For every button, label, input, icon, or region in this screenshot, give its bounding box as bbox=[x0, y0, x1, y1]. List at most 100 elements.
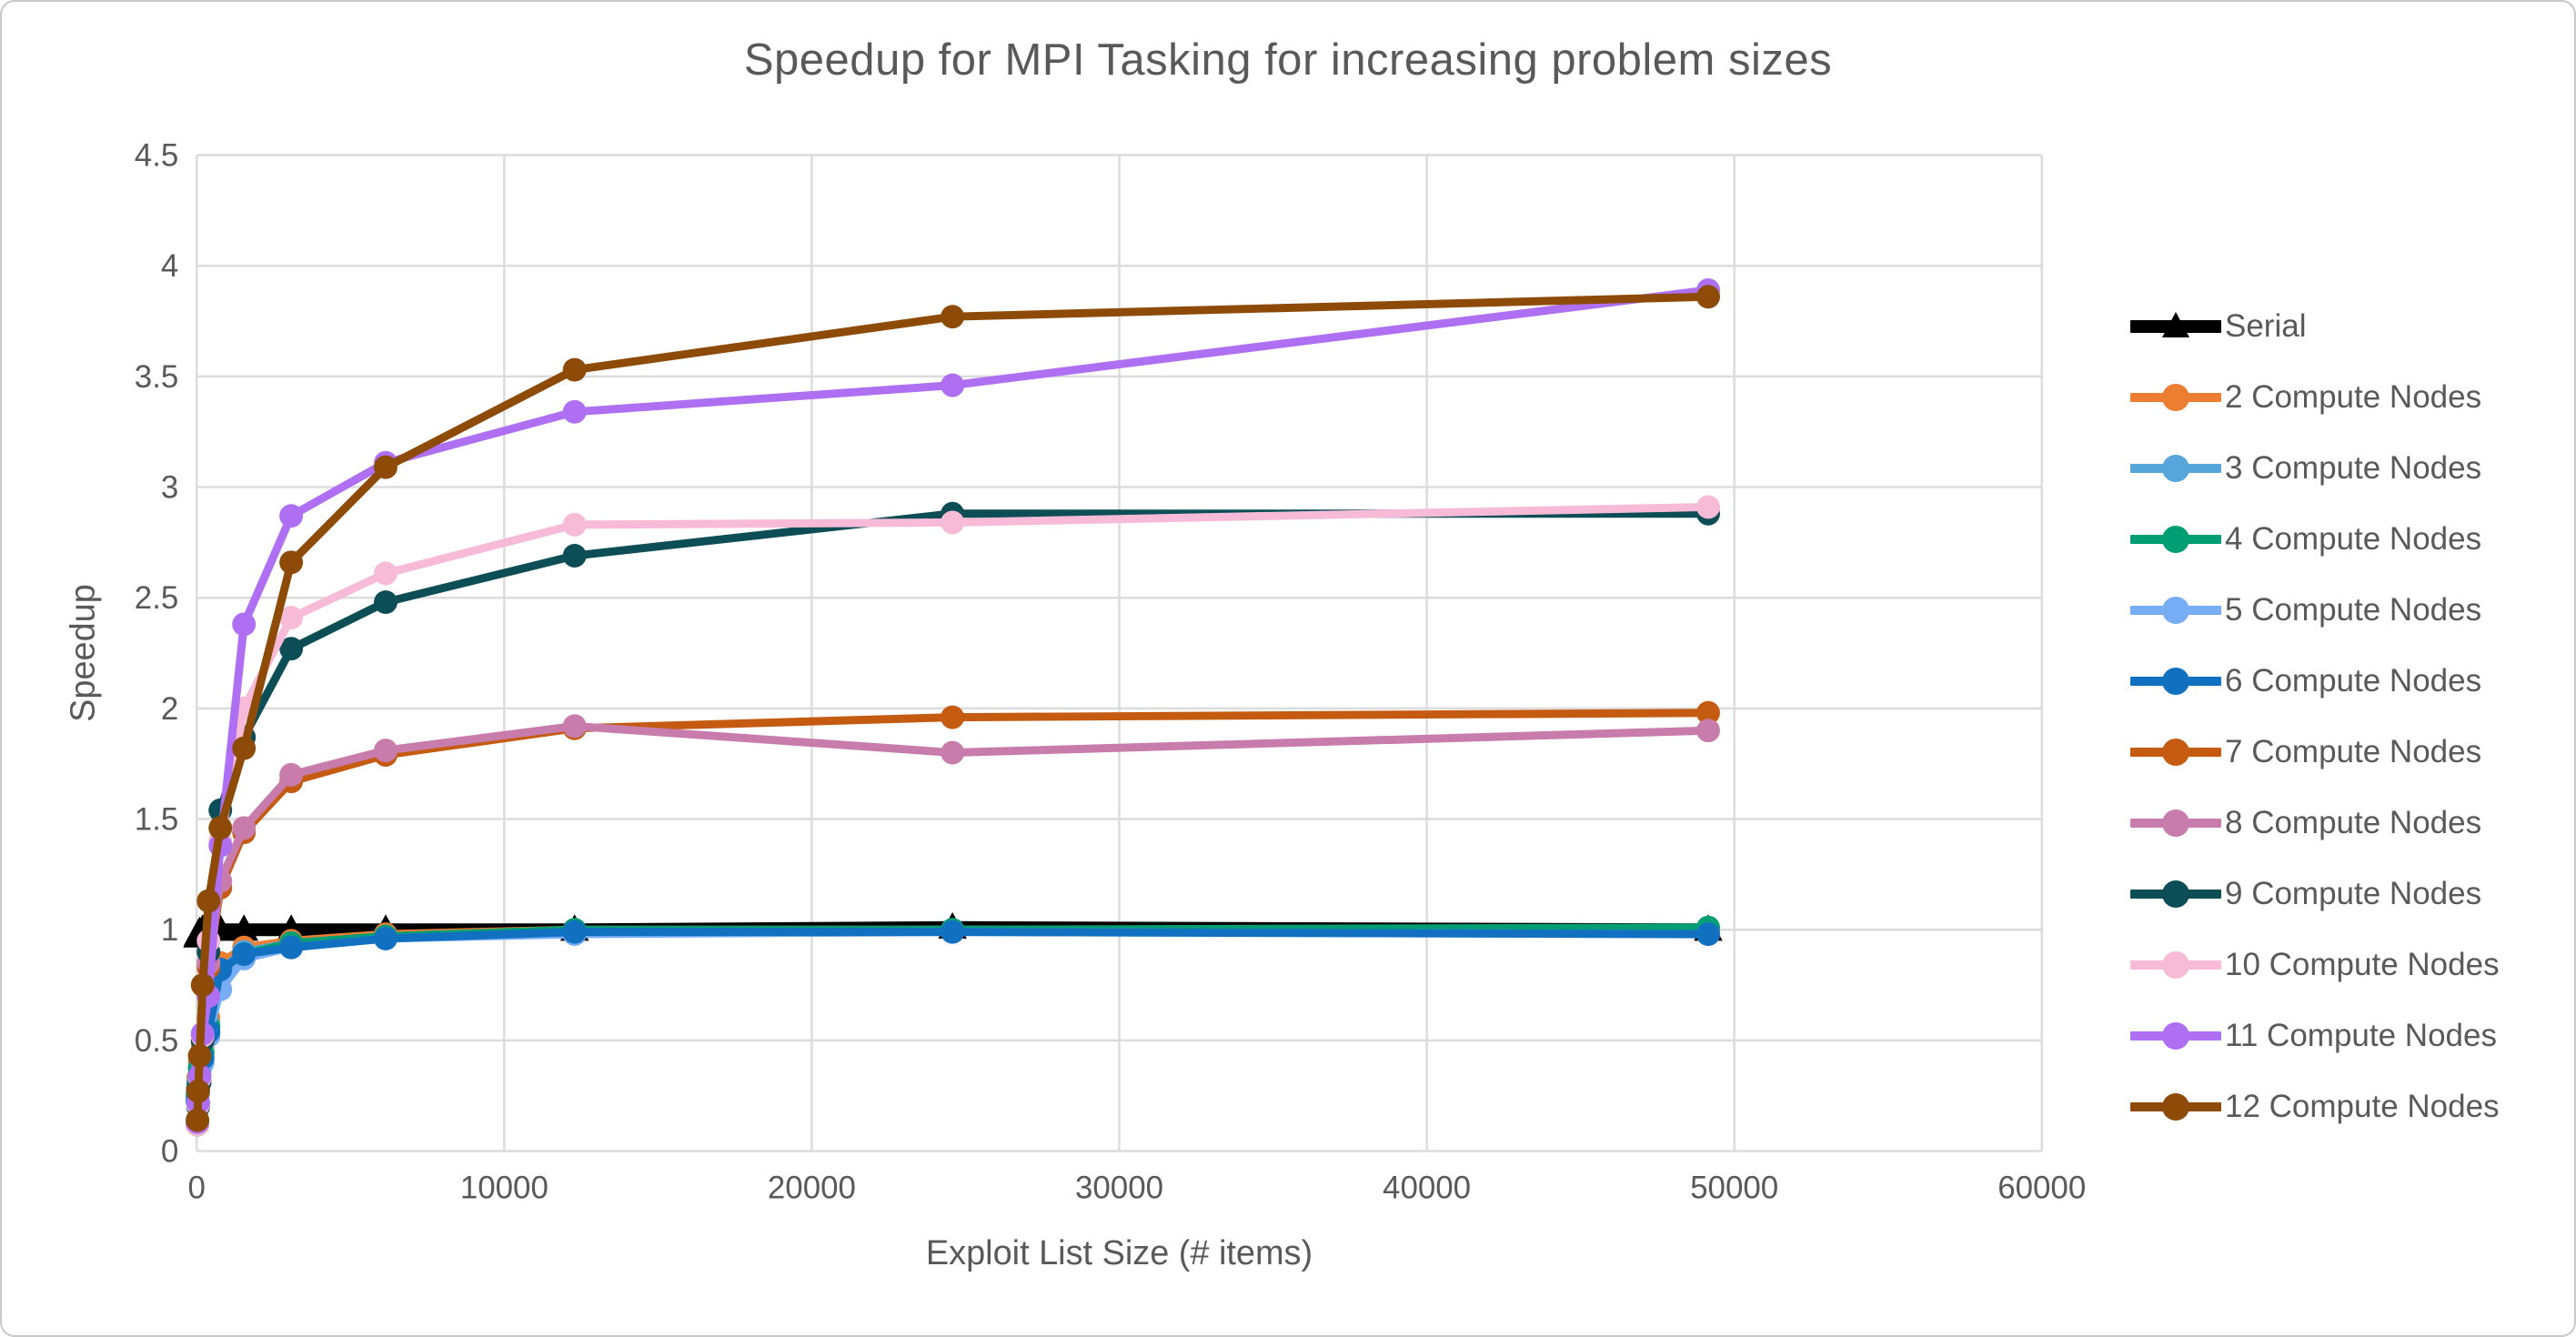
series-line bbox=[193, 928, 1713, 1107]
y-tick-label-1.5: 1.5 bbox=[135, 802, 179, 838]
marker-8-7 bbox=[279, 637, 304, 661]
marker-5-10 bbox=[941, 920, 965, 944]
legend-item-6-compute-nodes: 6 Compute Nodes bbox=[2130, 646, 2500, 717]
series-line bbox=[193, 502, 1713, 1129]
x-tick-label-20000: 20000 bbox=[768, 1170, 856, 1205]
marker-7-10 bbox=[941, 740, 965, 765]
marker-5-8 bbox=[374, 926, 397, 950]
series-line bbox=[193, 925, 1713, 1098]
y-tick-label-3: 3 bbox=[161, 470, 178, 506]
marker-11-11 bbox=[1696, 285, 1720, 309]
marker-6-10 bbox=[941, 705, 965, 729]
legend-item-7-compute-nodes: 7 Compute Nodes bbox=[2130, 717, 2500, 788]
marker-10-10 bbox=[941, 373, 965, 397]
legend: Serial 2 Compute Nodes 3 Compute Nodes 4 Co… bbox=[2130, 291, 2500, 1142]
marker-9-9 bbox=[562, 512, 587, 537]
legend-swatch-icon bbox=[2130, 739, 2221, 766]
legend-item-5-compute-nodes: 5 Compute Nodes bbox=[2130, 575, 2500, 646]
legend-label: 3 Compute Nodes bbox=[2225, 450, 2482, 486]
x-axis-label: Exploit List Size (# items) bbox=[926, 1234, 1313, 1272]
marker-11-6 bbox=[232, 736, 257, 760]
y-axis-label: Speedup bbox=[65, 584, 103, 722]
legend-label: 4 Compute Nodes bbox=[2225, 521, 2482, 557]
marker-11-3 bbox=[190, 973, 215, 998]
legend-swatch-icon bbox=[2130, 526, 2221, 553]
x-tick-label-40000: 40000 bbox=[1383, 1170, 1471, 1205]
y-tick-label-4: 4 bbox=[161, 248, 178, 284]
legend-label: 6 Compute Nodes bbox=[2225, 663, 2482, 699]
marker-9-11 bbox=[1696, 495, 1720, 519]
marker-10-9 bbox=[562, 399, 587, 424]
marker-5-9 bbox=[562, 920, 587, 944]
legend-item-3-compute-nodes: 3 Compute Nodes bbox=[2130, 433, 2500, 504]
x-tick-label-60000: 60000 bbox=[1997, 1170, 2086, 1205]
legend-item-9-compute-nodes: 9 Compute Nodes bbox=[2130, 859, 2500, 930]
marker-11-0 bbox=[186, 1108, 210, 1132]
marker-11-10 bbox=[941, 305, 965, 329]
legend-swatch-icon bbox=[2130, 809, 2221, 837]
legend-swatch-icon bbox=[2130, 312, 2221, 337]
series-5-compute-nodes bbox=[186, 920, 1720, 1114]
x-tick-label-0: 0 bbox=[188, 1170, 206, 1205]
legend-swatch-icon bbox=[2130, 597, 2221, 624]
legend-label: 12 Compute Nodes bbox=[2225, 1089, 2500, 1124]
x-tick-label-10000: 10000 bbox=[460, 1170, 548, 1205]
marker-7-11 bbox=[1696, 719, 1720, 743]
y-tick-label-3.5: 3.5 bbox=[135, 359, 179, 395]
series-3-compute-nodes bbox=[186, 918, 1720, 1106]
legend-label: 8 Compute Nodes bbox=[2225, 805, 2482, 840]
marker-10-6 bbox=[232, 612, 257, 637]
series-line bbox=[193, 923, 1713, 1101]
marker-9-7 bbox=[279, 606, 304, 630]
marker-7-8 bbox=[374, 739, 397, 763]
series-12-compute-nodes bbox=[186, 285, 1720, 1132]
y-tick-label-2.5: 2.5 bbox=[135, 580, 179, 616]
legend-label: 10 Compute Nodes bbox=[2225, 947, 2500, 982]
marker-11-1 bbox=[186, 1079, 210, 1103]
marker-8-9 bbox=[562, 544, 587, 568]
marker-7-6 bbox=[232, 816, 257, 840]
series-4-compute-nodes bbox=[186, 915, 1720, 1108]
legend-label: 9 Compute Nodes bbox=[2225, 876, 2482, 911]
legend-label: 7 Compute Nodes bbox=[2225, 734, 2482, 769]
marker-7-7 bbox=[279, 762, 304, 787]
legend-swatch-icon bbox=[2130, 1093, 2221, 1121]
y-tick-label-0.5: 0.5 bbox=[135, 1023, 179, 1059]
legend-swatch-icon bbox=[2130, 455, 2221, 482]
series-2-compute-nodes bbox=[186, 918, 1720, 1101]
legend-swatch-icon bbox=[2130, 1022, 2221, 1050]
legend-item-2-compute-nodes: 2 Compute Nodes bbox=[2130, 362, 2500, 433]
legend-swatch-icon bbox=[2130, 951, 2221, 979]
marker-11-7 bbox=[279, 550, 304, 575]
series-line bbox=[193, 925, 1713, 1093]
y-tick-label-4.5: 4.5 bbox=[135, 138, 179, 174]
marker-11-5 bbox=[208, 816, 233, 840]
legend-item-11-compute-nodes: 11 Compute Nodes bbox=[2130, 1000, 2500, 1071]
legend-swatch-icon bbox=[2130, 384, 2221, 411]
y-tick-label-2: 2 bbox=[161, 691, 178, 727]
legend-label: Serial bbox=[2225, 308, 2307, 344]
legend-label: 2 Compute Nodes bbox=[2225, 379, 2482, 415]
marker-11-4 bbox=[196, 889, 221, 913]
marker-6-11 bbox=[1696, 700, 1720, 725]
marker-5-11 bbox=[1696, 922, 1720, 947]
legend-label: 11 Compute Nodes bbox=[2225, 1018, 2497, 1053]
legend-swatch-icon bbox=[2130, 880, 2221, 908]
chart-title: Speedup for MPI Tasking for increasing p… bbox=[743, 35, 1833, 85]
x-tick-label-50000: 50000 bbox=[1690, 1170, 1778, 1205]
legend-item-10-compute-nodes: 10 Compute Nodes bbox=[2130, 930, 2500, 1000]
legend-item-8-compute-nodes: 8 Compute Nodes bbox=[2130, 788, 2500, 859]
marker-9-10 bbox=[941, 510, 965, 535]
marker-11-2 bbox=[187, 1043, 212, 1068]
marker-8-8 bbox=[374, 590, 397, 615]
marker-11-9 bbox=[562, 357, 587, 382]
y-tick-label-1: 1 bbox=[161, 912, 178, 948]
x-tick-label-30000: 30000 bbox=[1075, 1170, 1163, 1205]
marker-11-8 bbox=[374, 455, 397, 479]
series-6-compute-nodes bbox=[186, 920, 1720, 1112]
y-tick-label-0: 0 bbox=[161, 1134, 178, 1170]
marker-5-7 bbox=[279, 935, 304, 960]
marker-10-7 bbox=[279, 504, 304, 528]
